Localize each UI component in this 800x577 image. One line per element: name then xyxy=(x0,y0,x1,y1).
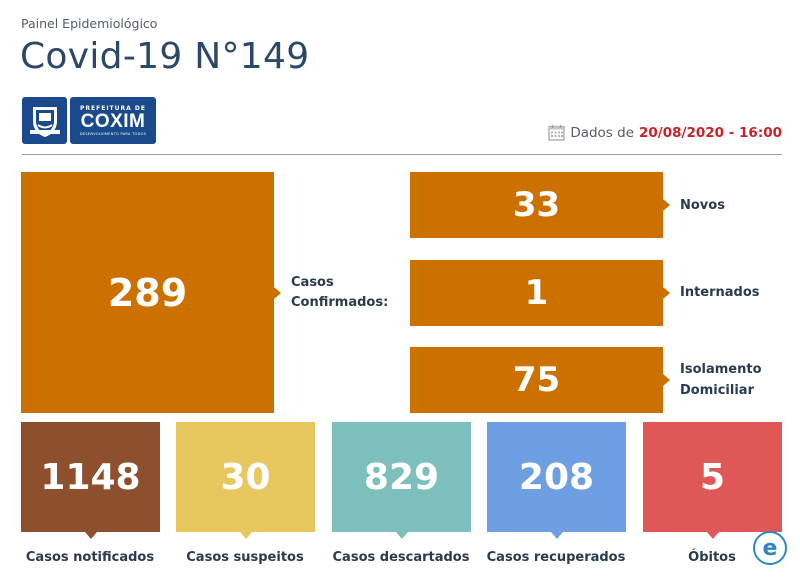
prefeitura-logo: PREFEITURA DE COXIM DESENVOLVIMENTO PARA… xyxy=(22,97,156,144)
header-divider xyxy=(22,154,782,155)
suspected-pointer xyxy=(239,532,252,539)
home-isolation-pointer xyxy=(663,374,670,386)
confirmed-label-line2: Confirmados: xyxy=(291,295,389,310)
recovered-cases-box: 208 xyxy=(487,422,626,539)
discarded-cases-box: 829 xyxy=(332,422,471,539)
logo-wordmark: PREFEITURA DE COXIM DESENVOLVIMENTO PARA… xyxy=(70,97,156,144)
new-cases-value: 33 xyxy=(512,185,561,225)
calendar-icon xyxy=(548,124,565,141)
logo-city: COXIM xyxy=(80,111,146,132)
confirmed-label-line1: Casos xyxy=(291,275,334,290)
panel-subtitle: Painel Epidemiológico xyxy=(21,16,158,31)
hospitalized-label: Internados xyxy=(680,285,760,300)
home-isolation-label-line1: Isolamento xyxy=(680,362,762,377)
logo-prefix: PREFEITURA DE xyxy=(80,105,146,112)
deaths-box: 5 xyxy=(643,422,782,539)
home-isolation-label: Isolamento Domiciliar xyxy=(680,359,762,401)
suspected-cases-label: Casos suspeitos xyxy=(186,550,304,565)
discarded-cases-value: 829 xyxy=(363,456,440,498)
hospitalized-value: 1 xyxy=(524,273,549,313)
confirmed-cases-value: 289 xyxy=(107,270,188,315)
suspected-cases-value: 30 xyxy=(220,456,271,498)
new-cases-label: Novos xyxy=(680,198,725,213)
recovered-cases-value: 208 xyxy=(518,456,595,498)
notified-pointer xyxy=(84,532,97,539)
notified-cases-value: 1148 xyxy=(40,456,141,498)
home-isolation-value: 75 xyxy=(512,360,561,400)
deaths-label: Óbitos xyxy=(688,550,736,565)
date-value: 20/08/2020 - 16:00 xyxy=(639,124,782,141)
confirmed-cases-box: 289 xyxy=(21,172,274,413)
home-isolation-label-line2: Domiciliar xyxy=(680,383,754,398)
coat-of-arms-icon xyxy=(22,97,67,144)
recovered-pointer xyxy=(550,532,563,539)
hospitalized-box: 1 xyxy=(410,260,663,326)
new-cases-pointer xyxy=(663,199,670,211)
date-prefix: Dados de xyxy=(570,124,635,141)
notified-cases-label: Casos notificados xyxy=(25,550,155,565)
notified-cases-box: 1148 xyxy=(21,422,160,539)
home-isolation-box: 75 xyxy=(410,347,663,413)
new-cases-box: 33 xyxy=(410,172,663,238)
e-badge-icon[interactable]: e xyxy=(753,531,787,565)
discarded-cases-label: Casos descartados xyxy=(332,550,470,565)
data-date: Dados de 20/08/2020 - 16:00 xyxy=(548,124,782,141)
deaths-pointer xyxy=(706,532,719,539)
discarded-pointer xyxy=(395,532,408,539)
page-title: Covid-19 N°149 xyxy=(20,36,310,77)
hospitalized-pointer xyxy=(663,287,670,299)
confirmed-cases-label: Casos Confirmados: xyxy=(291,273,388,313)
suspected-cases-box: 30 xyxy=(176,422,315,539)
recovered-cases-label: Casos recuperados xyxy=(486,550,626,565)
confirmed-pointer xyxy=(274,287,281,299)
logo-tagline: DESENVOLVIMENTO PARA TODOS xyxy=(79,132,147,136)
deaths-value: 5 xyxy=(699,456,726,498)
